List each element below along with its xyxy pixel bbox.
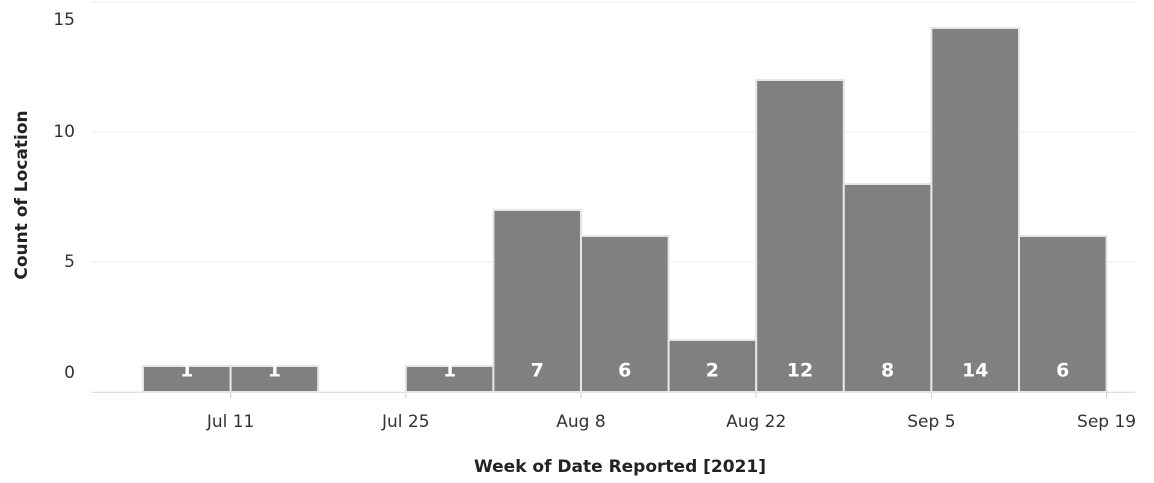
bar — [930, 27, 1021, 393]
y-tick-label: 5 — [64, 252, 75, 272]
x-axis-title: Week of Date Reported [2021] — [474, 457, 766, 477]
x-tick-label: Sep 19 — [1077, 412, 1136, 432]
value-label: 1 — [180, 360, 193, 382]
value-label: 7 — [531, 360, 544, 382]
y-tick-label: 10 — [53, 122, 75, 142]
bar — [404, 365, 495, 393]
value-label: 12 — [787, 360, 813, 382]
x-tick-label: Aug 22 — [726, 412, 786, 432]
x-tick-label: Jul 25 — [381, 412, 430, 432]
bar — [1018, 235, 1108, 393]
value-label: 8 — [881, 360, 894, 382]
y-tick-label: 0 — [64, 363, 75, 383]
value-label: 1 — [443, 360, 456, 382]
x-tick-label: Sep 5 — [907, 412, 955, 432]
bar — [755, 79, 845, 393]
value-label: 2 — [706, 360, 719, 382]
bar — [492, 209, 582, 393]
value-label: 6 — [1056, 360, 1069, 382]
bar — [580, 235, 670, 393]
bar — [229, 365, 320, 393]
value-label: 14 — [962, 360, 988, 382]
y-axis-title: Count of Location — [12, 110, 32, 279]
x-tick-label: Jul 11 — [206, 412, 255, 432]
bar — [842, 183, 933, 393]
y-tick-label: 15 — [53, 10, 75, 30]
value-label: 1 — [268, 360, 281, 382]
bar — [667, 339, 758, 393]
value-label: 6 — [618, 360, 631, 382]
x-tick-label: Aug 8 — [556, 412, 605, 432]
